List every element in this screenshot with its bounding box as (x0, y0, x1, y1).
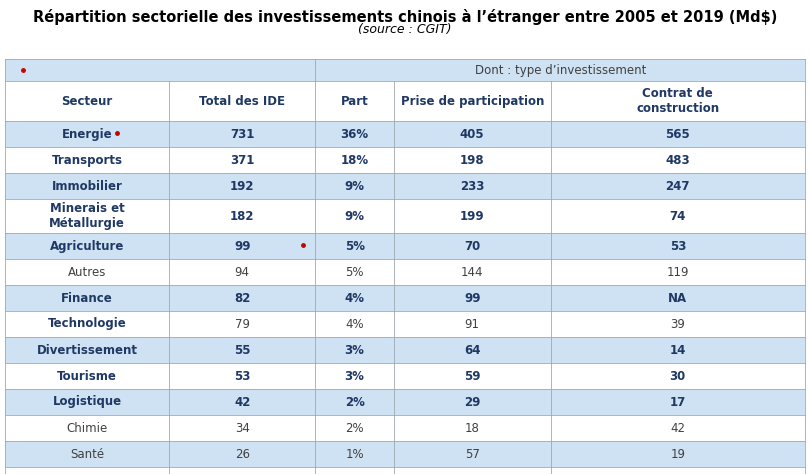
Text: 30: 30 (670, 370, 686, 383)
Text: 198: 198 (460, 154, 484, 166)
Text: Dont : type d’investissement: Dont : type d’investissement (475, 64, 646, 76)
Text: 192: 192 (230, 180, 254, 192)
Text: Technologie: Technologie (48, 318, 126, 330)
Text: 19: 19 (671, 447, 685, 461)
Text: Contrat de
construction: Contrat de construction (636, 87, 719, 115)
Text: Tourisme: Tourisme (57, 370, 117, 383)
Text: 371: 371 (230, 154, 254, 166)
Text: Energie: Energie (62, 128, 113, 140)
Text: 64: 64 (464, 344, 480, 356)
Text: Prise de participation: Prise de participation (400, 94, 544, 108)
Text: 17: 17 (670, 395, 686, 409)
Text: 405: 405 (460, 128, 484, 140)
Bar (5, 259, 805, 285)
Text: Divertissement: Divertissement (36, 344, 138, 356)
Text: 4%: 4% (344, 292, 364, 304)
Text: 82: 82 (234, 292, 250, 304)
Text: 731: 731 (230, 128, 254, 140)
Bar (5, 363, 805, 389)
Text: Part: Part (341, 94, 369, 108)
Text: Logistique: Logistique (53, 395, 122, 409)
Text: Finance: Finance (61, 292, 113, 304)
Text: 53: 53 (670, 239, 686, 253)
Text: 9%: 9% (344, 180, 364, 192)
Text: 144: 144 (461, 265, 484, 279)
Text: 53: 53 (234, 370, 250, 383)
Text: Total des IDE: Total des IDE (199, 94, 285, 108)
Text: 70: 70 (464, 239, 480, 253)
Bar (5, 59, 805, 81)
Text: 2%: 2% (345, 395, 364, 409)
Text: 79: 79 (235, 318, 249, 330)
Text: Chimie: Chimie (66, 421, 108, 435)
Text: 59: 59 (464, 370, 480, 383)
Text: 18: 18 (465, 421, 480, 435)
Bar (5, 121, 805, 147)
Text: 565: 565 (666, 128, 690, 140)
Bar (5, 233, 805, 259)
Text: 247: 247 (666, 180, 690, 192)
Text: 182: 182 (230, 210, 254, 222)
Text: 99: 99 (234, 239, 250, 253)
Text: NA: NA (668, 292, 688, 304)
Text: Transports: Transports (52, 154, 122, 166)
Text: 29: 29 (464, 395, 480, 409)
Text: Minerais et
Métallurgie: Minerais et Métallurgie (49, 202, 125, 230)
Text: 1%: 1% (345, 447, 364, 461)
Text: Répartition sectorielle des investissements chinois à l’étranger entre 2005 et 2: Répartition sectorielle des investisseme… (33, 9, 777, 25)
Text: 74: 74 (670, 210, 686, 222)
Text: 233: 233 (460, 180, 484, 192)
Bar (5, 81, 805, 121)
Bar (5, 199, 805, 233)
Text: 36%: 36% (340, 128, 369, 140)
Text: 99: 99 (464, 292, 480, 304)
Text: 4%: 4% (345, 318, 364, 330)
Text: 91: 91 (465, 318, 480, 330)
Text: 26: 26 (235, 447, 249, 461)
Text: 3%: 3% (345, 370, 364, 383)
Text: Immobilier: Immobilier (52, 180, 122, 192)
Text: 34: 34 (235, 421, 249, 435)
Bar (5, 467, 805, 474)
Text: 42: 42 (234, 395, 250, 409)
Text: (source : CGIT): (source : CGIT) (358, 23, 452, 36)
Text: 94: 94 (235, 265, 249, 279)
Text: 199: 199 (460, 210, 484, 222)
Text: 14: 14 (670, 344, 686, 356)
Bar (5, 147, 805, 173)
Text: 39: 39 (671, 318, 685, 330)
Text: Santé: Santé (70, 447, 104, 461)
Bar (5, 415, 805, 441)
Text: 9%: 9% (344, 210, 364, 222)
Text: 42: 42 (671, 421, 685, 435)
Bar (5, 441, 805, 467)
Text: 3%: 3% (345, 344, 364, 356)
Text: 2%: 2% (345, 421, 364, 435)
Text: 55: 55 (234, 344, 250, 356)
Text: 18%: 18% (340, 154, 369, 166)
Text: 483: 483 (666, 154, 690, 166)
Text: Autres: Autres (68, 265, 106, 279)
Text: 5%: 5% (345, 265, 364, 279)
Text: Agriculture: Agriculture (49, 239, 124, 253)
Text: 119: 119 (667, 265, 689, 279)
Text: 5%: 5% (344, 239, 364, 253)
Bar (5, 311, 805, 337)
Bar (5, 389, 805, 415)
Bar (5, 173, 805, 199)
Text: Secteur: Secteur (62, 94, 113, 108)
Bar (5, 285, 805, 311)
Bar (5, 337, 805, 363)
Text: 57: 57 (465, 447, 480, 461)
